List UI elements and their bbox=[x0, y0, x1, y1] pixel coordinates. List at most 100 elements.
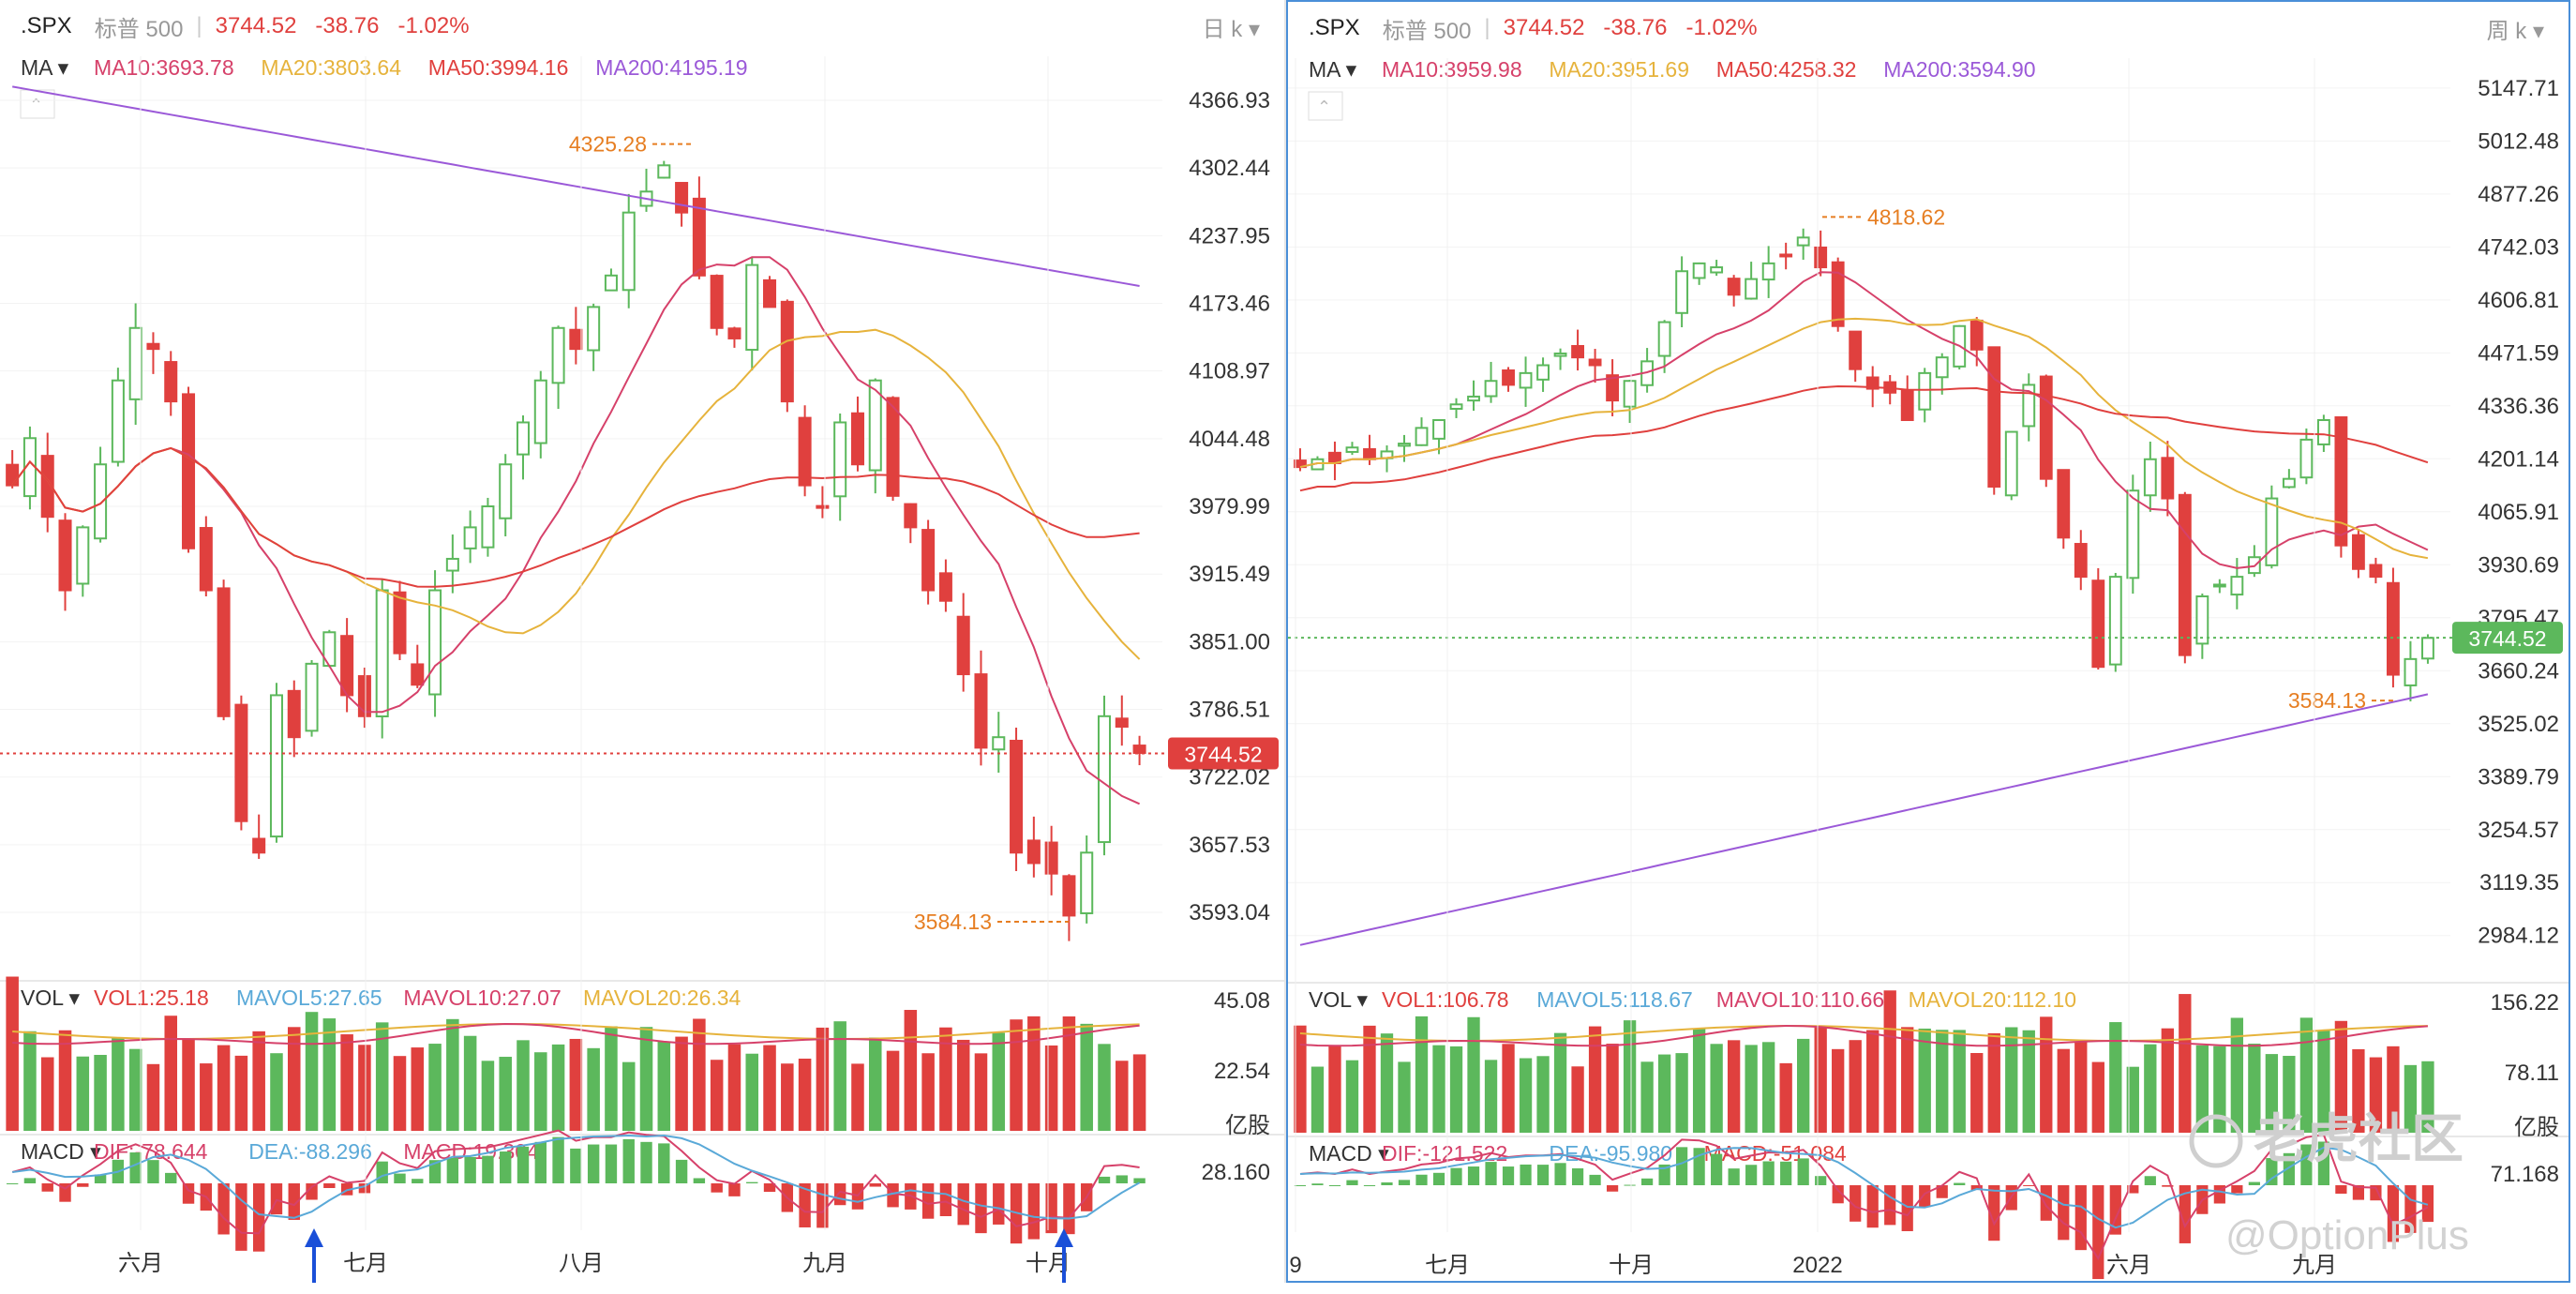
last-price-tag bbox=[1168, 737, 1279, 770]
price-change-pct: -1.02% bbox=[1685, 15, 1758, 40]
volume-bar bbox=[1044, 1045, 1058, 1131]
candle-body bbox=[252, 837, 266, 854]
volume-bar bbox=[217, 1045, 231, 1131]
low-marker-label: 3584.13 bbox=[914, 910, 992, 934]
candle-body bbox=[533, 379, 547, 444]
ma-legend-0: MA10:3693.78 bbox=[94, 55, 234, 80]
volume-tick-label: 亿股 bbox=[2514, 1115, 2559, 1140]
quote-header: .SPX 标普 500 | 3744.52 -38.76 -1.02% 日 k … bbox=[0, 0, 1284, 53]
candle-body bbox=[1796, 236, 1810, 247]
volume-bar bbox=[1797, 1038, 1810, 1133]
price-change: -38.76 bbox=[315, 13, 380, 38]
macd-histogram-bar bbox=[1098, 1176, 1111, 1183]
volume-bar bbox=[411, 1047, 425, 1131]
volume-bar bbox=[234, 1055, 248, 1131]
volume-bar bbox=[128, 1048, 142, 1131]
candle-body bbox=[886, 397, 900, 497]
macd-histogram-bar bbox=[1116, 1175, 1128, 1183]
candle-body bbox=[904, 503, 918, 529]
macd-histogram-bar bbox=[869, 1183, 881, 1187]
price-tick-label: 3915.49 bbox=[1189, 562, 1270, 587]
period-selector[interactable]: 周 k ▾ bbox=[2486, 18, 2544, 44]
volume-bar bbox=[94, 1054, 107, 1131]
macd-tick-label: 71.168 bbox=[2491, 1162, 2559, 1187]
volume-bar bbox=[1432, 1045, 1445, 1133]
weekly-chart-panel[interactable]: .SPX 标普 500 | 3744.52 -38.76 -1.02% 周 k … bbox=[1286, 0, 2570, 1283]
macd-histogram-bar bbox=[446, 1157, 459, 1183]
macd-histogram-bar bbox=[129, 1152, 142, 1183]
candle-body bbox=[445, 557, 459, 572]
candle-body bbox=[428, 589, 442, 696]
period-selector[interactable]: 日 k ▾ bbox=[1202, 16, 1260, 42]
x-tick-label: 七月 bbox=[343, 1251, 388, 1276]
price-tick-label: 5012.48 bbox=[2478, 128, 2559, 154]
macd-histogram-bar bbox=[2231, 1185, 2243, 1194]
price-change: -38.76 bbox=[1603, 15, 1668, 40]
price-tick-label: 4336.36 bbox=[2478, 394, 2559, 419]
macd-histogram-bar bbox=[2162, 1185, 2174, 1187]
ma50-line bbox=[1299, 384, 2429, 492]
volume-bar bbox=[1328, 1046, 1341, 1133]
macd-histogram-bar bbox=[358, 1183, 371, 1194]
daily-kline-chart[interactable]: MA ▾ MA10:3693.78 MA20:3803.64 MA50:3994.16… bbox=[0, 0, 1284, 1283]
macd-histogram-bar bbox=[2335, 1185, 2347, 1194]
macd-tick-label: 28.160 bbox=[1202, 1160, 1270, 1185]
macd-histogram-bar bbox=[1432, 1172, 1445, 1185]
ma-title: MA ▾ bbox=[1309, 57, 1357, 82]
macd-histogram-bar bbox=[1363, 1185, 1376, 1186]
macd-histogram-bar bbox=[1728, 1168, 1740, 1185]
last-price-tag-label: 3744.52 bbox=[1184, 743, 1262, 767]
candle-body bbox=[833, 421, 847, 498]
volume-bar bbox=[1553, 1032, 1567, 1133]
last-price-tag bbox=[2452, 622, 2563, 655]
volume-tick-label: 亿股 bbox=[1225, 1113, 1270, 1138]
volume-bar bbox=[1380, 1033, 1394, 1133]
macd-histogram-bar bbox=[1988, 1185, 2000, 1241]
candle-body bbox=[111, 379, 125, 463]
candle-body bbox=[816, 504, 830, 509]
volume-bar bbox=[868, 1037, 882, 1131]
volume-bar bbox=[1761, 1042, 1775, 1133]
macd-histogram-bar bbox=[323, 1183, 336, 1188]
ma10-line bbox=[1299, 271, 2429, 569]
candle-body bbox=[217, 587, 231, 717]
candle-body bbox=[2404, 657, 2418, 686]
vol-legend-1: MAVOL5:118.67 bbox=[1536, 987, 1693, 1012]
volume-bar bbox=[305, 1012, 319, 1131]
candle-body bbox=[868, 379, 882, 472]
candle-body bbox=[2265, 497, 2279, 566]
price-tick-label: 3119.35 bbox=[2479, 870, 2559, 895]
macd-histogram-bar bbox=[833, 1183, 846, 1206]
macd-title: MACD ▾ bbox=[1309, 1141, 1389, 1166]
price-tick-label: 4065.91 bbox=[2478, 500, 2559, 525]
mavol10-line bbox=[12, 1022, 1140, 1046]
daily-chart-panel[interactable]: .SPX 标普 500 | 3744.52 -38.76 -1.02% 日 k … bbox=[0, 0, 1284, 1283]
macd-histogram-bar bbox=[2248, 1181, 2260, 1185]
macd-histogram-bar bbox=[1624, 1184, 1636, 1186]
volume-bar bbox=[1745, 1045, 1758, 1133]
weekly-kline-chart[interactable]: MA ▾ MA10:3959.98 MA20:3951.69 MA50:4258.32… bbox=[1288, 2, 2569, 1281]
candle-body bbox=[1010, 739, 1024, 854]
volume-bar bbox=[710, 1060, 724, 1131]
vol-legend-3: MAVOL20:26.34 bbox=[583, 986, 741, 1010]
volume-bar bbox=[2179, 994, 2192, 1133]
ma-legend-2: MA50:4258.32 bbox=[1716, 57, 1857, 82]
macd-histogram-bar bbox=[2074, 1185, 2087, 1251]
volume-bar bbox=[2005, 1027, 2018, 1133]
header-separator: | bbox=[196, 13, 202, 38]
candle-body bbox=[763, 278, 777, 308]
volume-bar bbox=[1294, 1025, 1307, 1133]
candle-body bbox=[164, 361, 178, 403]
candle-body bbox=[1345, 446, 1359, 453]
volume-bar bbox=[1415, 1016, 1429, 1133]
volume-bar bbox=[340, 1034, 353, 1131]
macd-histogram-bar bbox=[1745, 1165, 1758, 1185]
candle-body bbox=[1865, 376, 1880, 390]
macd-histogram-bar bbox=[1133, 1178, 1146, 1183]
volume-bar bbox=[2317, 1031, 2330, 1133]
candle-body bbox=[1536, 364, 1550, 381]
volume-bar bbox=[886, 1050, 900, 1131]
vol-title: VOL ▾ bbox=[21, 986, 81, 1010]
macd-histogram-bar bbox=[552, 1136, 564, 1183]
candle-body bbox=[2212, 583, 2226, 588]
